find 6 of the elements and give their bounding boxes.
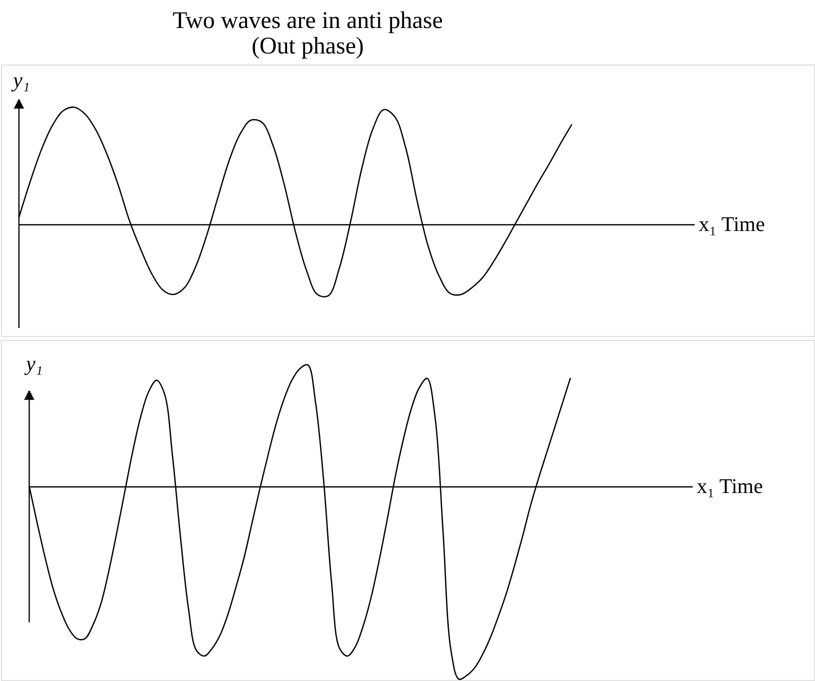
y-axis-title: y₁: [11, 68, 30, 92]
x-axis-title: x₁ Time: [698, 212, 765, 236]
y-axis-title: y₁: [24, 351, 43, 376]
x-axis-title: x₁ Time: [696, 474, 763, 498]
chart-subtitle: (Out phase): [252, 34, 364, 60]
chart-title: Two waves are in anti phase: [172, 8, 443, 34]
